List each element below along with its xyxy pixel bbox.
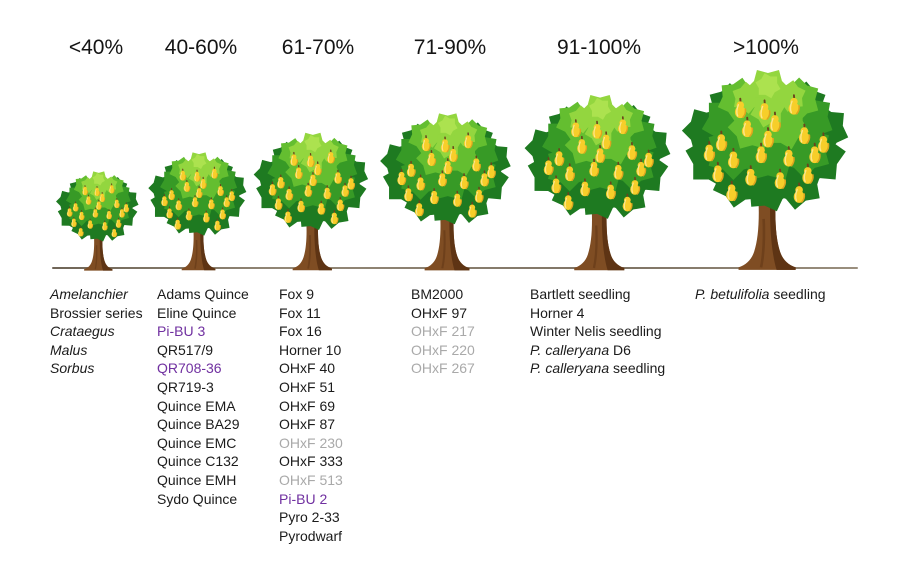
rootstock-item: Pi-BU 3 [157, 323, 206, 340]
rootstock-item: P. calleryana D6 [530, 341, 631, 358]
rootstock-item: Bartlett seedling [530, 286, 631, 302]
rootstock-item: QR517/9 [157, 341, 214, 358]
pear-tree-illustration-2 [146, 148, 248, 271]
rootstock-item: P. betulifolia seedling [695, 286, 826, 302]
vigour-label-under-40: <40% [68, 36, 124, 59]
rootstock-item: Crataegus [50, 323, 115, 340]
rootstock-item: Adams Quince [157, 286, 249, 302]
rootstock-item: Quince BA29 [157, 416, 240, 433]
rootstock-item: Fox 16 [279, 323, 322, 340]
rootstock-item: Quince EMC [157, 434, 237, 451]
vigour-label-over-100: >100% [733, 36, 799, 59]
rootstock-item: OHxF 217 [411, 323, 475, 340]
rootstock-item: OHxF 267 [411, 360, 475, 377]
pear-tree-illustration-5 [521, 89, 673, 271]
rootstock-item: Fox 9 [279, 286, 315, 302]
rootstock-list-61-70: Fox 9 Fox 11 Fox 16 Horner 10 OHxF 40 OHxF 51… [279, 285, 343, 545]
rootstock-item: BM2000 [411, 286, 464, 302]
rootstock-item: Winter Nelis seedling [530, 323, 662, 340]
vigour-label-40-60: 40-60% [164, 36, 238, 59]
rootstock-item: OHxF 513 [279, 471, 343, 488]
rootstock-item: Horner 10 [279, 341, 342, 358]
rootstock-item: Horner 4 [530, 304, 585, 321]
vigour-label-71-90: 71-90% [413, 36, 487, 59]
pear-tree-illustration-3 [251, 128, 370, 271]
rootstock-item: Sydo Quince [157, 490, 238, 507]
pear-tree-illustration-6 [678, 63, 851, 271]
rootstock-list-over-100: P. betulifolia seedling [695, 285, 826, 304]
rootstock-item: OHxF 40 [279, 360, 336, 377]
rootstock-item: OHxF 51 [279, 378, 336, 395]
rootstock-list-91-100: Bartlett seedling Horner 4 Winter Nelis se… [530, 285, 665, 378]
rootstock-list-71-90: BM2000 OHxF 97 OHxF 217 OHxF 220 OHxF 267 [411, 285, 475, 378]
rootstock-item: Pi-BU 2 [279, 490, 328, 507]
vigour-label-61-70: 61-70% [281, 36, 355, 59]
rootstock-item: Fox 11 [279, 304, 321, 321]
rootstock-item: OHxF 87 [279, 416, 336, 433]
rootstock-list-40-60: Adams Quince Eline Quince Pi-BU 3 QR517/9 QR… [157, 285, 249, 508]
rootstock-item: OHxF 333 [279, 453, 343, 470]
pear-tree-illustration-4 [377, 108, 513, 271]
vigour-label-91-100: 91-100% [556, 36, 642, 59]
rootstock-item: OHxF 220 [411, 341, 475, 358]
rootstock-item: OHxF 97 [411, 304, 468, 321]
rootstock-item: Quince EMH [157, 471, 237, 488]
rootstock-item: QR708-36 [157, 360, 222, 377]
rootstock-item: Amelanchier [50, 286, 128, 302]
rootstock-item: Quince EMA [157, 397, 236, 414]
pear-tree-illustration-1 [54, 168, 140, 271]
rootstock-item: P. calleryana seedling [530, 360, 666, 377]
rootstock-item: Sorbus [50, 360, 95, 377]
rootstock-item: OHxF 230 [279, 434, 343, 451]
rootstock-list-under-40: Amelanchier Brossier series Crataegus Malus… [50, 285, 143, 378]
rootstock-item: Malus [50, 341, 88, 358]
rootstock-item: QR719-3 [157, 378, 214, 395]
rootstock-item: Pyrodwarf [279, 527, 343, 544]
rootstock-item: OHxF 69 [279, 397, 336, 414]
rootstock-item: Brossier series [50, 304, 143, 321]
rootstock-item: Eline Quince [157, 304, 237, 321]
rootstock-item: Quince C132 [157, 453, 239, 470]
rootstock-item: Pyro 2-33 [279, 509, 340, 526]
